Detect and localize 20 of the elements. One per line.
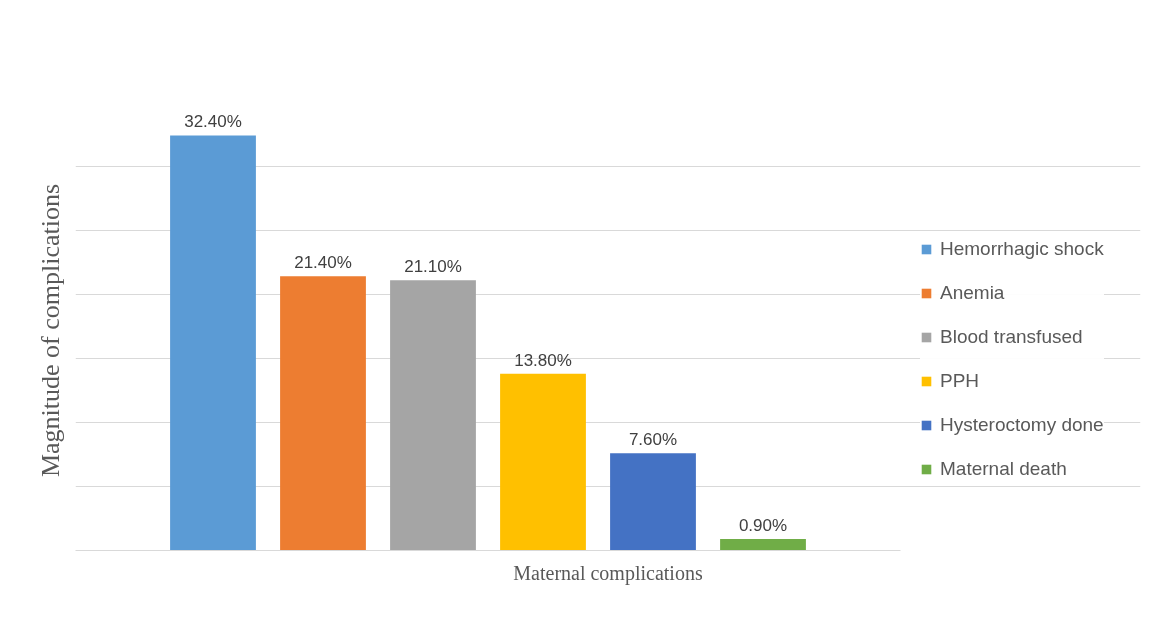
data-label: 0.90% (738, 515, 788, 535)
bar (500, 373, 586, 551)
data-label: 21.10% (404, 257, 462, 277)
data-label: 13.80% (514, 350, 572, 370)
data-label: 32.40% (184, 112, 242, 132)
bar (280, 276, 366, 551)
bar (610, 453, 696, 551)
legend-label: PPH (940, 370, 980, 392)
legend-label: Hemorrhagic shock (940, 238, 1104, 260)
legend-label: Hysteroctomy done (940, 414, 1104, 436)
bar (720, 538, 806, 551)
x-axis-title: Maternal complications (513, 561, 703, 585)
bar (170, 135, 256, 551)
bar (390, 280, 476, 551)
data-label: 21.40% (294, 253, 352, 273)
data-label: 7.60% (628, 430, 678, 450)
legend-label: Anemia (940, 282, 1005, 304)
legend-label: Blood transfused (940, 326, 1083, 348)
legend-label: Maternal death (940, 458, 1067, 480)
y-axis-title: Magnitude of complications (35, 183, 65, 478)
